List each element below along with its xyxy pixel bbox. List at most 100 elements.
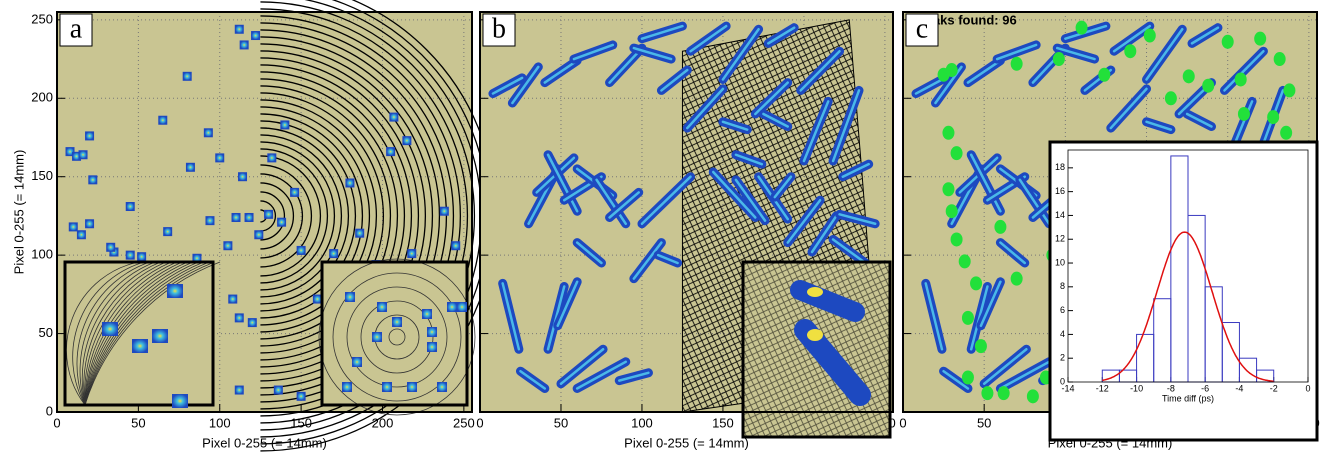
overlay-arc (260, 120, 356, 312)
hit (355, 228, 365, 238)
track-core (511, 65, 540, 105)
track-core (754, 81, 789, 116)
x-tick-label: 200 (372, 415, 394, 430)
track-core (689, 24, 728, 53)
inset-frame (63, 260, 215, 407)
overlay-arc (260, 141, 335, 291)
track-core (721, 120, 749, 131)
hit (345, 178, 355, 188)
label-box (59, 13, 93, 47)
hit (205, 216, 215, 226)
y-tick-label: 12 (1055, 234, 1065, 244)
hit (280, 120, 290, 130)
track-core (656, 253, 679, 265)
peak (958, 254, 971, 269)
hit (296, 245, 306, 255)
hit (451, 241, 461, 251)
track-core (831, 89, 861, 163)
track-core (575, 241, 603, 265)
track-core (595, 178, 628, 226)
inset-arc (84, 261, 172, 406)
x-tick-label: -4 (1235, 383, 1243, 393)
track-core (632, 241, 663, 280)
hit (244, 212, 254, 222)
hit (65, 147, 75, 157)
label-box (905, 13, 939, 47)
x-tick-label: 150 (712, 415, 734, 430)
peak (1124, 44, 1137, 59)
y-tick-label: 16 (1055, 186, 1065, 196)
track-core (546, 153, 579, 213)
overlay-arc (260, 191, 285, 241)
hit (273, 385, 283, 395)
inset-hit (437, 382, 447, 392)
y-tick-label: 250 (31, 11, 53, 26)
hit (88, 175, 98, 185)
inset-hit (152, 329, 168, 343)
hit (267, 153, 277, 163)
overlay-arc (260, 85, 391, 347)
hit (407, 249, 417, 259)
inset-hit (167, 284, 183, 298)
peak (970, 276, 983, 291)
inset-arc (84, 261, 199, 406)
track-core (640, 24, 684, 40)
hit (439, 206, 449, 216)
track-core (734, 153, 764, 166)
hit (234, 385, 244, 395)
peak (1052, 52, 1065, 67)
peak (1237, 106, 1250, 121)
track-core (686, 87, 725, 130)
inset-hit (377, 302, 387, 312)
inset-arc (84, 261, 221, 406)
overlay-arc (260, 92, 385, 340)
inset-ring (346, 286, 448, 388)
track-core (1145, 28, 1184, 81)
peak (974, 339, 987, 354)
inset-hit (172, 394, 188, 408)
inset-hit (345, 292, 355, 302)
panel-label: b (492, 13, 506, 44)
inset-bg (1050, 142, 1317, 440)
hit (296, 391, 306, 401)
plot-frame (1067, 149, 1309, 383)
inset-core (807, 287, 823, 297)
track-core (762, 112, 789, 128)
peak (945, 204, 958, 219)
inset-frame (741, 260, 892, 439)
peak (942, 125, 955, 140)
inset-ring (332, 272, 462, 402)
track-core (995, 43, 1038, 61)
frame (56, 11, 473, 413)
hit (85, 219, 95, 229)
track-core (1018, 178, 1051, 226)
track-core (501, 282, 521, 351)
y-tick-label: 4 (1060, 329, 1065, 339)
inset-hit (102, 322, 118, 336)
peak (1254, 31, 1267, 46)
peak (950, 232, 963, 247)
inset-hit (407, 382, 417, 392)
y-tick-label: 18 (1055, 162, 1065, 172)
hit (247, 318, 257, 328)
x-axis-title: Pixel 0-255 (= 14mm) (624, 435, 749, 450)
hit (231, 212, 241, 222)
fit-curve (1102, 231, 1274, 382)
y-tick-label: 8 (1060, 281, 1065, 291)
inset-arc (83, 261, 167, 406)
track-core (924, 282, 944, 351)
hit (228, 294, 238, 304)
peak (1273, 52, 1286, 67)
track-core (841, 162, 870, 178)
hit (163, 227, 173, 237)
overlay-arc (260, 200, 276, 232)
hit (290, 187, 300, 197)
track-core (1223, 49, 1265, 92)
peak (994, 219, 1007, 234)
x-tick-label: 250 (453, 415, 475, 430)
inset-arc (66, 261, 140, 406)
overlay-arc (260, 99, 377, 333)
hit (125, 250, 135, 260)
inset-frame (320, 260, 469, 407)
